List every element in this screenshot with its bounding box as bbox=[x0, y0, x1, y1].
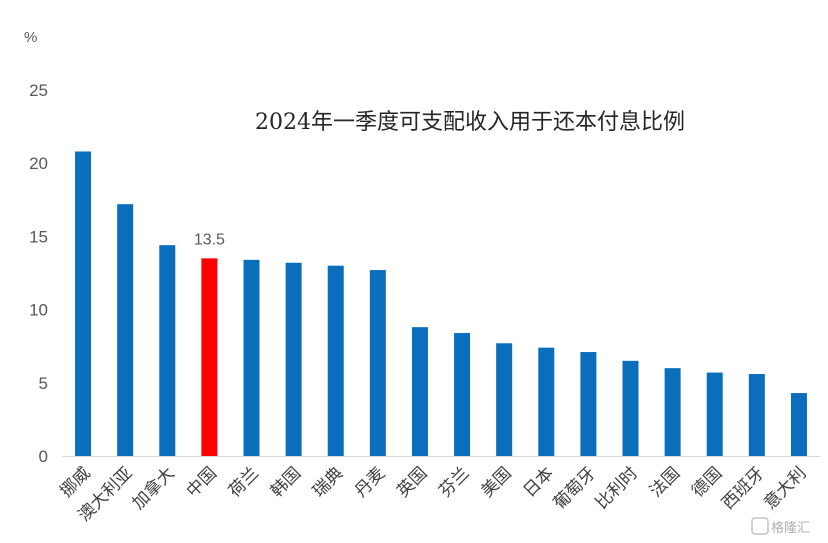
x-tick-label: 芬兰 bbox=[435, 463, 473, 501]
bar bbox=[664, 368, 681, 456]
chart-title: 2024年一季度可支配收入用于还本付息比例 bbox=[255, 110, 685, 135]
bar bbox=[201, 258, 218, 456]
x-tick-label: 比利时 bbox=[592, 463, 642, 513]
bar bbox=[327, 265, 344, 456]
bar bbox=[285, 262, 302, 456]
x-tick-label: 丹麦 bbox=[351, 463, 389, 501]
bar bbox=[496, 343, 513, 456]
watermark-logo: 格隆汇 bbox=[751, 517, 810, 536]
x-tick-label: 美国 bbox=[478, 463, 516, 501]
x-tick-label: 意大利 bbox=[760, 463, 810, 513]
x-tick-label: 瑞典 bbox=[309, 463, 347, 501]
bar bbox=[159, 245, 176, 456]
x-tick-label: 法国 bbox=[646, 463, 684, 501]
watermark-text: 格隆汇 bbox=[771, 520, 810, 536]
y-axis-ticks: 0 5 10 15 20 25 bbox=[29, 81, 48, 466]
y-axis-unit-label: % bbox=[24, 29, 37, 46]
bar bbox=[748, 374, 765, 456]
bar bbox=[622, 360, 639, 456]
x-tick-label: 中国 bbox=[183, 463, 221, 501]
x-tick-label: 加拿大 bbox=[128, 463, 179, 514]
bar bbox=[369, 270, 386, 456]
bar bbox=[706, 372, 723, 456]
bar bbox=[243, 259, 260, 456]
x-tick-label: 英国 bbox=[393, 463, 431, 501]
x-tick-label: 韩国 bbox=[267, 463, 305, 501]
bar-series bbox=[75, 151, 807, 456]
bar bbox=[75, 151, 92, 456]
y-tick-label: 0 bbox=[39, 447, 48, 466]
y-tick-label: 25 bbox=[29, 81, 48, 100]
bar bbox=[790, 393, 807, 456]
y-tick-label: 20 bbox=[29, 154, 48, 173]
bar bbox=[454, 333, 471, 456]
data-labels: 13.5 bbox=[194, 231, 225, 248]
x-tick-label: 葡萄牙 bbox=[550, 463, 600, 513]
data-label: 13.5 bbox=[194, 231, 225, 248]
bar bbox=[580, 352, 597, 456]
x-tick-label: 西班牙 bbox=[718, 463, 768, 513]
y-tick-label: 10 bbox=[29, 301, 48, 320]
y-tick-label: 15 bbox=[29, 227, 48, 246]
bar bbox=[538, 347, 555, 456]
bar bbox=[117, 204, 134, 456]
y-tick-label: 5 bbox=[39, 374, 48, 393]
x-tick-label: 荷兰 bbox=[225, 463, 263, 501]
bar bbox=[411, 327, 428, 456]
